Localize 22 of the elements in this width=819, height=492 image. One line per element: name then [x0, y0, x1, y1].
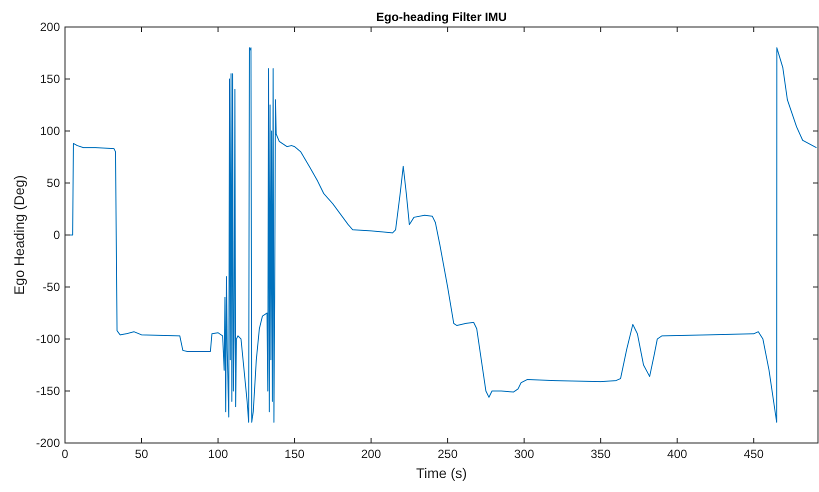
x-tick-label: 400: [667, 447, 688, 461]
x-tick-label: 100: [208, 447, 228, 461]
y-tick-label: -50: [42, 280, 60, 294]
y-tick-label: -100: [36, 332, 60, 346]
y-axis-title: Ego Heading (Deg): [11, 175, 27, 295]
x-tick-label: 450: [744, 447, 764, 461]
y-tick-label: 150: [40, 72, 60, 86]
x-tick-label: 0: [62, 447, 69, 461]
y-tick-label: 0: [53, 228, 60, 242]
x-tick-label: 300: [514, 447, 534, 461]
x-axis-title: Time (s): [416, 465, 467, 481]
y-tick-label: -200: [36, 436, 60, 450]
y-tick-label: 50: [46, 176, 60, 190]
chart-title: Ego-heading Filter IMU: [376, 10, 507, 24]
x-tick-label: 350: [590, 447, 612, 461]
x-tick-label: 200: [361, 447, 382, 461]
x-tick-label: 250: [438, 447, 458, 461]
y-tick-label: -150: [36, 384, 60, 398]
y-tick-label: 100: [40, 124, 60, 138]
y-tick-label: 200: [40, 20, 60, 34]
x-tick-label: 150: [284, 447, 305, 461]
x-tick-label: 50: [134, 447, 149, 461]
